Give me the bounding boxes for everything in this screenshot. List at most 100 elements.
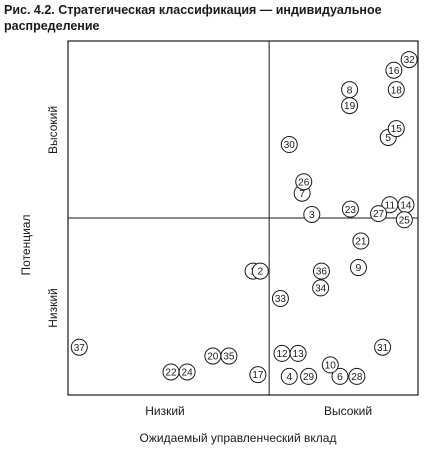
- x-axis-title: Ожидаемый управленческий вклад: [140, 431, 337, 445]
- employee-marker-29: 29: [300, 367, 318, 385]
- employee-marker-label: 2: [257, 266, 263, 278]
- employee-marker-label: 10: [325, 361, 337, 372]
- employee-marker-19: 19: [341, 97, 359, 115]
- employee-marker-circle: [280, 136, 298, 154]
- employee-marker-label: 8: [347, 84, 353, 96]
- employee-marker-circle: [220, 347, 238, 365]
- y-level-high: Высокий: [46, 106, 60, 154]
- employee-marker-label: 37: [74, 343, 86, 354]
- employee-marker-label: 12: [276, 349, 288, 360]
- employee-marker-circle: [352, 232, 370, 250]
- employee-marker-10: 10: [321, 356, 339, 374]
- employee-marker-circle: [370, 205, 388, 223]
- employee-marker-30: 30: [280, 136, 298, 154]
- y-axis-title: Потенциал: [19, 215, 33, 276]
- employee-marker-label: 7: [299, 188, 305, 200]
- employee-marker-3: 3: [303, 205, 321, 223]
- employee-marker-15: 15: [387, 120, 405, 138]
- caption-line-2: распределение: [4, 19, 100, 33]
- employee-marker-label: 30: [284, 140, 296, 151]
- employee-marker-label: 11: [385, 200, 396, 211]
- employee-marker-circle: [289, 344, 307, 362]
- employee-marker-20: 20: [204, 347, 222, 365]
- employee-marker-label: 24: [182, 368, 194, 379]
- employee-marker-37: 37: [70, 338, 88, 356]
- employee-marker-8: 8: [341, 81, 359, 99]
- employee-marker-circle: [295, 173, 313, 191]
- employee-marker-9: 9: [349, 259, 367, 277]
- employee-marker-circle: [400, 51, 418, 69]
- employee-marker-label: 26: [298, 177, 310, 188]
- employee-marker-circle: [312, 279, 330, 297]
- employee-marker-circle: [395, 211, 413, 229]
- employee-marker-31: 31: [374, 338, 392, 356]
- employee-marker-label: 29: [303, 372, 315, 383]
- employee-marker-22: 22: [162, 363, 180, 381]
- employee-marker-label: 35: [223, 352, 235, 363]
- employee-marker-23: 23: [341, 200, 359, 218]
- employee-marker-6: 6: [331, 367, 349, 385]
- employee-marker-label: 14: [400, 200, 412, 211]
- employee-marker-label: 32: [404, 55, 416, 66]
- x-level-low: Низкий: [145, 404, 185, 418]
- employee-marker-circle: [312, 262, 330, 280]
- employee-marker-label: 31: [377, 343, 389, 354]
- employee-marker-label: 16: [388, 66, 400, 77]
- employee-marker-34: 34: [312, 279, 330, 297]
- employee-marker-circle: [374, 338, 392, 356]
- employee-marker-label: 18: [391, 85, 403, 96]
- employee-marker-label: 27: [373, 209, 385, 220]
- employee-marker-label: 34: [315, 284, 327, 295]
- employee-marker-2: 2: [251, 262, 269, 280]
- employee-marker-circle: [300, 367, 318, 385]
- employee-marker-17: 17: [249, 366, 267, 384]
- employee-marker-18: 18: [387, 81, 405, 99]
- employee-marker-12: 12: [273, 344, 291, 362]
- employee-marker-label: 6: [337, 371, 343, 383]
- x-level-high: Высокий: [324, 404, 372, 418]
- employee-marker-label: 20: [207, 352, 219, 363]
- employee-marker-label: 15: [391, 124, 403, 135]
- employee-marker-circle: [387, 120, 405, 138]
- employee-marker-24: 24: [178, 363, 196, 381]
- employee-marker-circle: [387, 81, 405, 99]
- employee-marker-circle: [280, 367, 298, 385]
- employee-marker-16: 16: [385, 61, 403, 79]
- employee-marker-label: 21: [355, 237, 367, 248]
- employee-marker-circle: [348, 367, 366, 385]
- employee-marker-label: 9: [356, 262, 362, 274]
- employee-marker-33: 33: [271, 290, 289, 308]
- employee-marker-36: 36: [312, 262, 330, 280]
- employee-marker-circle: [331, 367, 349, 385]
- employee-marker-circle: [249, 366, 267, 384]
- employee-marker-14: 14: [397, 196, 415, 214]
- employee-marker-circle: [321, 356, 339, 374]
- employee-marker-circle: [70, 338, 88, 356]
- employee-marker-circle: [251, 262, 269, 280]
- employee-marker-label: 3: [309, 209, 315, 221]
- employee-marker-label: 13: [293, 349, 305, 360]
- employee-marker-label: 17: [252, 370, 264, 381]
- employee-marker-label: 5: [385, 132, 391, 144]
- employee-marker-circle: [341, 97, 359, 115]
- employee-marker-label: 19: [344, 101, 356, 112]
- y-level-low: Низкий: [46, 288, 60, 328]
- employee-marker-13: 13: [289, 344, 307, 362]
- caption-line-1: Рис. 4.2. Стратегическая классификация —…: [4, 3, 382, 17]
- employee-marker-label: 25: [399, 215, 411, 226]
- employee-marker-label: 4: [286, 371, 292, 383]
- employee-marker-circle: [385, 61, 403, 79]
- employee-marker-28: 28: [348, 367, 366, 385]
- employee-marker-label: 23: [345, 205, 357, 216]
- employee-marker-32: 32: [400, 51, 418, 69]
- employee-marker-27: 27: [370, 205, 388, 223]
- employee-marker-circle: [271, 290, 289, 308]
- employee-marker-circle: [341, 200, 359, 218]
- employee-marker-label: 28: [351, 372, 363, 383]
- employee-marker-4: 4: [280, 367, 298, 385]
- employee-marker-26: 26: [295, 173, 313, 191]
- employee-marker-25: 25: [395, 211, 413, 229]
- points-layer: 1234567891011121314151617181920212223242…: [70, 51, 418, 385]
- employee-marker-circle: [303, 205, 321, 223]
